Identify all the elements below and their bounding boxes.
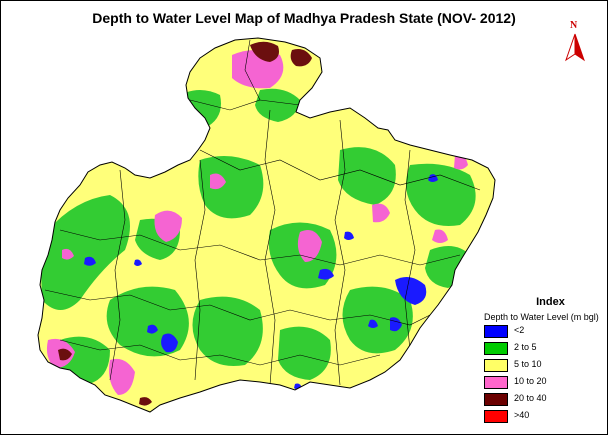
legend-item: >40 — [478, 409, 603, 424]
legend-item: 5 to 10 — [478, 358, 603, 373]
legend-item: 10 to 20 — [478, 375, 603, 390]
legend-swatch — [484, 359, 508, 372]
legend-label: 2 to 5 — [514, 342, 537, 352]
legend-label: <2 — [514, 325, 525, 335]
legend-item: <2 — [478, 324, 603, 339]
zone-20-to-40 — [58, 41, 312, 406]
legend-item: 20 to 40 — [478, 392, 603, 407]
legend-swatch — [484, 376, 508, 389]
legend-label: 20 to 40 — [514, 393, 547, 403]
north-arrow-icon — [565, 33, 585, 62]
legend-subtitle: Depth to Water Level (m bgl) — [484, 312, 599, 322]
legend-swatch — [484, 325, 508, 338]
legend-swatch — [484, 393, 508, 406]
zone-10-to-20 — [46, 50, 468, 395]
legend: Index Depth to Water Level (m bgl) <2 2 t… — [478, 296, 603, 424]
legend-label: 10 to 20 — [514, 376, 547, 386]
legend-title: Index — [536, 296, 565, 308]
legend-items: <2 2 to 5 5 to 10 10 to 20 20 to 40 >40 — [478, 324, 603, 424]
district-boundaries — [44, 39, 481, 386]
legend-label: >40 — [514, 410, 530, 420]
legend-swatch — [484, 410, 508, 423]
legend-swatch — [484, 342, 508, 355]
legend-label: 5 to 10 — [514, 359, 542, 369]
north-arrow: N — [560, 20, 590, 65]
legend-item: 2 to 5 — [478, 341, 603, 356]
north-letter: N — [570, 20, 578, 31]
map-title: Depth to Water Level Map of Madhya Prade… — [92, 10, 516, 26]
